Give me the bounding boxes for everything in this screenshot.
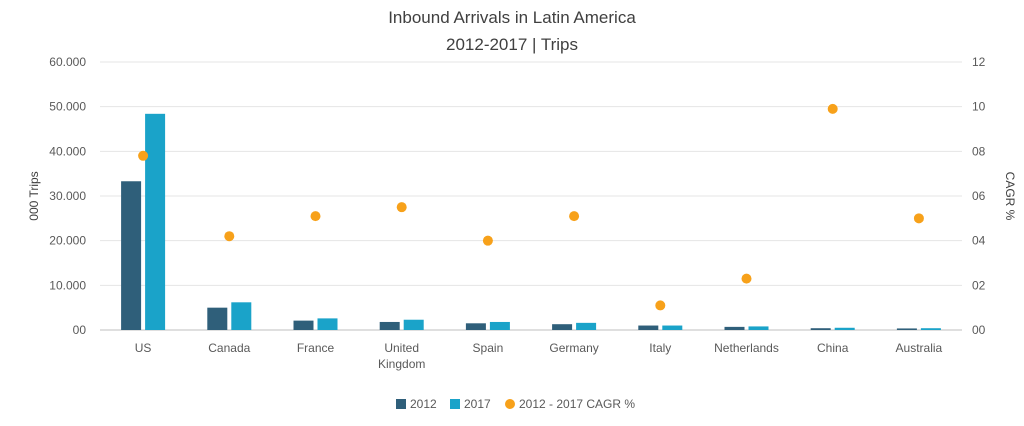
y-tick-label: 20.000 <box>49 234 86 248</box>
x-tick-label-line: France <box>297 341 335 355</box>
bar-2017 <box>489 321 510 330</box>
gridlines <box>100 61 962 331</box>
cagr-point <box>224 231 235 242</box>
chart-subtitle: 2012-2017 | Trips <box>446 35 578 54</box>
tick-labels: 60.000 12 50.000 10 40.000 08 30.000 06 20.000 04… <box>49 55 985 371</box>
legend: 2012 2017 2012 - 2017 CAGR % <box>396 397 635 411</box>
bar-2017 <box>145 113 166 331</box>
x-tick-label-line: Spain <box>473 341 504 355</box>
cagr-point <box>827 103 838 114</box>
x-tick-label-line: US <box>135 341 152 355</box>
chart-title: Inbound Arrivals in Latin America <box>388 8 636 27</box>
y-axis-title: 000 Trips <box>27 171 41 220</box>
x-tick-label: Germany <box>549 341 598 355</box>
cagr-point <box>396 202 407 213</box>
y2-axis-title: CAGR % <box>1003 172 1017 221</box>
bar-2017 <box>748 326 769 330</box>
y-tick-label: 30.000 <box>49 189 86 203</box>
bar-2012 <box>638 325 659 330</box>
y2-tick-label: 08 <box>972 144 986 158</box>
cagr-point <box>741 273 752 284</box>
x-tick-label-line: China <box>817 341 849 355</box>
x-tick-label-line: Australia <box>896 341 943 355</box>
bar-2012 <box>810 328 831 330</box>
cagr-point <box>482 235 493 246</box>
bar-2017 <box>920 328 941 330</box>
y2-tick-label: 04 <box>972 234 986 248</box>
cagr-points <box>138 103 924 311</box>
x-tick-label-line: United <box>384 341 419 355</box>
y-tick-label: 60.000 <box>49 55 86 69</box>
bar-2012 <box>465 323 486 330</box>
bar-2012 <box>724 326 745 330</box>
legend-swatch <box>450 399 460 409</box>
x-tick-label: Italy <box>649 341 671 355</box>
cagr-point <box>569 211 580 222</box>
y-tick-label: 50.000 <box>49 100 86 114</box>
cagr-point <box>138 150 149 161</box>
y-tick-label: 10.000 <box>49 278 86 292</box>
bar-2017 <box>834 327 855 330</box>
x-tick-label-line: Kingdom <box>378 357 425 371</box>
x-tick-label-line: Canada <box>208 341 250 355</box>
legend-label: 2012 - 2017 CAGR % <box>519 397 635 411</box>
bar-2012 <box>379 321 400 330</box>
y2-tick-label: 02 <box>972 278 986 292</box>
y-tick-label: 40.000 <box>49 144 86 158</box>
y2-tick-label: 00 <box>972 323 986 337</box>
x-tick-label-line: Italy <box>649 341 671 355</box>
x-tick-label: United Kingdom <box>378 341 425 371</box>
x-tick-label-line: Netherlands <box>714 341 779 355</box>
cagr-point <box>913 213 924 224</box>
x-tick-label: US <box>135 341 152 355</box>
cagr-point <box>655 300 666 311</box>
x-tick-label: Spain <box>473 341 504 355</box>
y2-tick-label: 12 <box>972 55 986 69</box>
bar-2012 <box>293 320 314 330</box>
y-tick-label: 00 <box>73 323 87 337</box>
bar-2017 <box>317 318 338 330</box>
x-tick-label: China <box>817 341 849 355</box>
y2-tick-label: 10 <box>972 100 986 114</box>
x-tick-label: Canada <box>208 341 250 355</box>
x-tick-label: Australia <box>896 341 943 355</box>
bar-2017 <box>403 319 424 330</box>
bar-2017 <box>662 325 683 330</box>
legend-label: 2012 <box>410 397 437 411</box>
bar-2017 <box>576 322 597 330</box>
legend-swatch <box>396 399 406 409</box>
bars <box>121 113 941 331</box>
bar-2012 <box>552 324 573 330</box>
x-tick-label: France <box>297 341 335 355</box>
legend-label: 2017 <box>464 397 491 411</box>
x-tick-label-line: Germany <box>549 341 598 355</box>
bar-2012 <box>207 307 228 330</box>
bar-2012 <box>121 181 142 330</box>
cagr-point <box>310 211 321 222</box>
bar-2017 <box>231 302 252 330</box>
y2-tick-label: 06 <box>972 189 986 203</box>
bar-2012 <box>896 328 917 330</box>
x-tick-label: Netherlands <box>714 341 779 355</box>
legend-marker <box>505 399 515 409</box>
